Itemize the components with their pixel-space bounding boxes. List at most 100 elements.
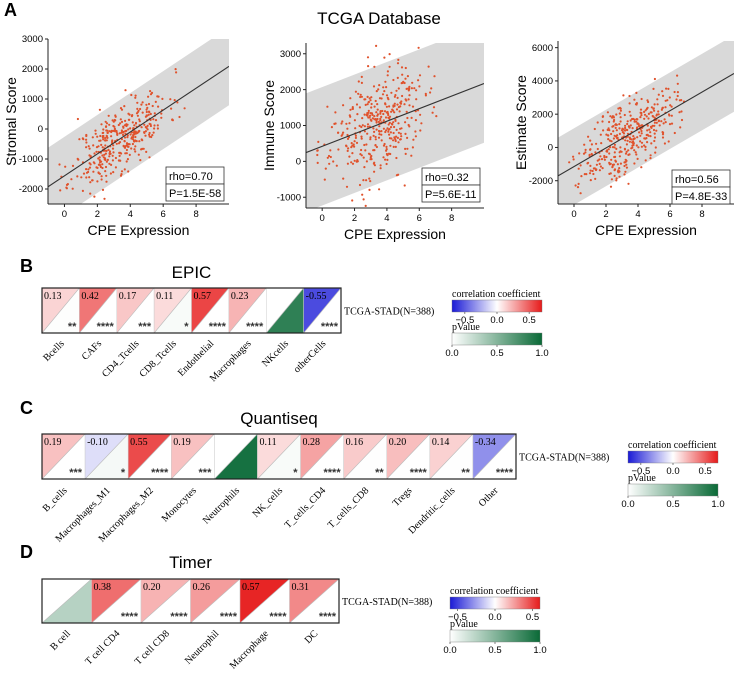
data-point <box>106 129 109 132</box>
data-point <box>103 149 106 152</box>
data-point <box>357 80 360 83</box>
data-point <box>149 93 153 96</box>
data-point <box>95 166 98 169</box>
data-point <box>373 115 376 118</box>
data-point <box>340 122 343 125</box>
data-point <box>626 120 629 123</box>
data-point <box>631 146 634 149</box>
data-point <box>140 138 143 141</box>
data-point <box>113 125 116 128</box>
data-point <box>353 145 356 148</box>
data-point <box>141 101 144 104</box>
x-tick-label: 8 <box>699 209 704 220</box>
data-point <box>643 113 647 116</box>
legend-corr-bar <box>627 450 719 464</box>
data-point <box>85 134 88 138</box>
data-point <box>104 170 107 173</box>
data-point <box>85 138 88 141</box>
data-point <box>97 163 100 166</box>
data-point <box>365 143 368 146</box>
y-tick-label: 0 <box>548 143 553 154</box>
data-point <box>658 124 661 127</box>
data-point <box>117 142 121 145</box>
data-point <box>126 134 129 137</box>
data-point <box>405 99 408 102</box>
data-point <box>410 87 413 90</box>
data-point <box>100 123 103 126</box>
panel-letter-a: A <box>4 0 17 20</box>
data-point <box>619 146 622 149</box>
data-point <box>395 156 398 160</box>
heatmap-cell: -0.34 **** <box>472 433 517 480</box>
category-label: NKcells <box>260 338 291 369</box>
data-point <box>385 145 388 148</box>
data-point <box>411 146 414 149</box>
data-point <box>154 119 158 122</box>
data-point <box>134 145 137 148</box>
data-point <box>590 152 593 156</box>
correlation-value: 0.31 <box>292 582 310 593</box>
heatmap-cell: 0.38 **** <box>91 578 142 624</box>
data-point <box>382 119 385 122</box>
data-point <box>617 169 620 172</box>
data-point <box>148 131 151 135</box>
x-tick-label: 6 <box>161 209 166 220</box>
data-point <box>589 164 592 167</box>
data-point <box>144 130 147 133</box>
data-point <box>137 130 140 133</box>
regression-line <box>48 65 229 188</box>
data-point <box>616 134 619 137</box>
data-point <box>362 156 365 159</box>
data-point <box>601 115 605 118</box>
data-point <box>623 164 626 168</box>
significance-stars: * <box>293 467 298 479</box>
data-point <box>102 138 105 141</box>
data-point <box>417 46 420 49</box>
data-point <box>407 98 410 101</box>
data-point <box>369 136 372 139</box>
data-point <box>111 139 114 142</box>
x-tick-label: 0 <box>62 209 67 220</box>
data-point <box>399 102 403 105</box>
data-point <box>392 131 395 135</box>
data-point <box>369 112 372 115</box>
data-point <box>326 105 329 108</box>
data-point <box>125 152 128 155</box>
data-point <box>430 87 433 90</box>
scatter-stromal: 0 2 4 6 8 -2000 -1000 0 1000 2000 3000 CPE Expressi… <box>3 34 229 238</box>
x-tick-label: 6 <box>417 213 422 224</box>
data-point <box>572 155 575 158</box>
data-point <box>128 153 131 156</box>
data-point <box>366 95 369 98</box>
category-label: otherCells <box>292 338 329 375</box>
data-point <box>599 155 602 158</box>
data-point <box>134 130 137 133</box>
data-point <box>100 175 103 178</box>
data-point <box>342 131 345 134</box>
data-point <box>127 128 130 131</box>
data-point <box>619 107 622 110</box>
data-point <box>386 127 389 130</box>
data-point <box>140 126 143 129</box>
data-point <box>588 172 592 175</box>
data-point <box>124 119 127 122</box>
y-tick-label: -1000 <box>277 192 301 203</box>
data-point <box>115 142 118 145</box>
data-point <box>380 139 383 142</box>
data-point <box>589 139 592 142</box>
data-point <box>393 95 396 98</box>
data-point <box>577 167 580 170</box>
data-point <box>653 132 656 135</box>
data-point <box>600 158 604 161</box>
legend-p-tick-label: 0.5 <box>666 499 679 510</box>
y-tick-label: 0 <box>38 124 43 135</box>
confidence-band <box>558 41 734 204</box>
data-point <box>403 103 406 106</box>
category-label: T_cells_CD8 <box>326 485 371 530</box>
data-point <box>379 167 382 170</box>
data-point <box>104 120 107 123</box>
data-point <box>149 112 152 116</box>
heatmap-title: Quantiseq <box>240 409 318 428</box>
cell-diagonal <box>116 287 155 334</box>
